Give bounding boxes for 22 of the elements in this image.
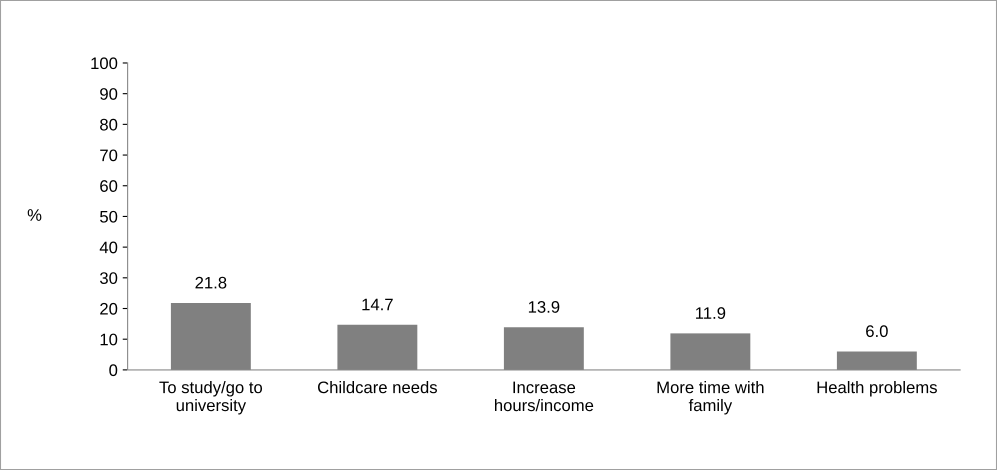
x-tick-label: To study/go to university bbox=[159, 381, 262, 414]
y-tick-label: 60 bbox=[100, 180, 118, 192]
data-label: 6.0 bbox=[866, 325, 888, 338]
data-label: 11.9 bbox=[696, 307, 726, 319]
x-tick-label: Childcare needs bbox=[318, 381, 437, 394]
y-tick-label: 90 bbox=[100, 88, 118, 100]
x-tick-label: Increase hours/income bbox=[495, 382, 594, 412]
data-label: 14.7 bbox=[362, 298, 393, 310]
y-tick-label: 50 bbox=[100, 210, 118, 223]
y-tick-label: 40 bbox=[100, 242, 118, 254]
y-tick-label: 80 bbox=[100, 118, 118, 131]
y-axis-title: % bbox=[28, 209, 42, 221]
y-tick-label: 70 bbox=[100, 149, 118, 162]
data-label: 13.9 bbox=[528, 301, 560, 313]
y-tick-label: 10 bbox=[100, 334, 118, 346]
data-label: 21.8 bbox=[195, 276, 226, 289]
x-tick-label: More time with family bbox=[658, 381, 764, 414]
y-tick-label: 100 bbox=[91, 57, 118, 70]
y-tick-label: 20 bbox=[100, 302, 118, 315]
y-tick-label: 0 bbox=[109, 364, 118, 376]
y-tick-label: 30 bbox=[100, 272, 118, 284]
x-tick-label: Health problems bbox=[818, 381, 937, 397]
